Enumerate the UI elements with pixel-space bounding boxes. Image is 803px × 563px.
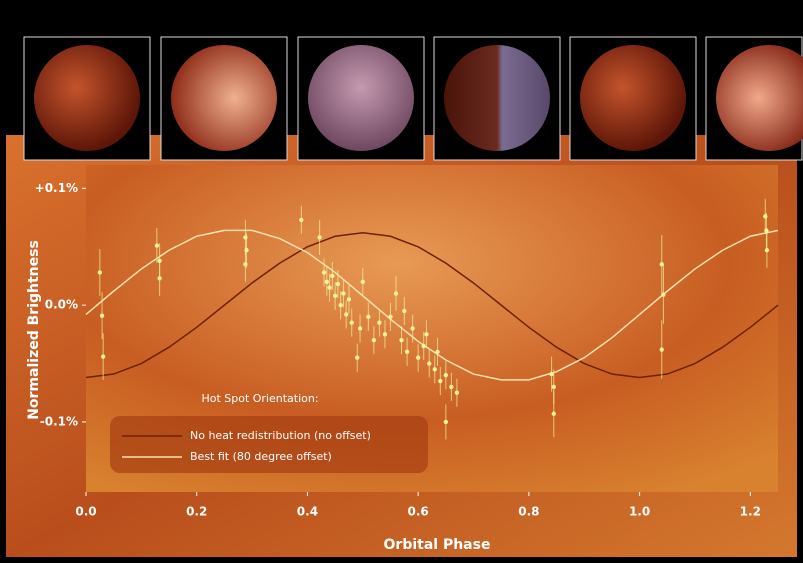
x-tick-label: 0.2 — [186, 505, 207, 519]
data-point — [424, 332, 428, 336]
data-point — [377, 320, 381, 324]
data-point — [344, 312, 348, 316]
data-point — [366, 315, 370, 319]
x-axis-label: Orbital Phase — [384, 537, 491, 553]
data-point — [549, 372, 553, 376]
x-tick-label: 0.0 — [75, 505, 96, 519]
x-tick-label: 0.4 — [297, 505, 318, 519]
data-point — [444, 373, 448, 377]
data-point — [338, 303, 342, 307]
data-point — [661, 292, 665, 296]
data-point — [243, 262, 247, 266]
data-point — [399, 338, 403, 342]
data-point — [388, 315, 392, 319]
data-point — [372, 338, 376, 342]
data-point — [347, 297, 351, 301]
data-point — [438, 379, 442, 383]
data-point — [325, 280, 329, 284]
data-point — [327, 285, 331, 289]
data-point — [100, 313, 104, 317]
data-point — [322, 270, 326, 274]
data-point — [410, 326, 414, 330]
data-point — [765, 248, 769, 252]
data-point — [764, 228, 768, 232]
legend-title: Hot Spot Orientation: — [201, 392, 318, 405]
x-tick-label: 1.0 — [629, 505, 650, 519]
data-point — [317, 235, 321, 239]
data-point — [333, 294, 337, 298]
y-axis-label: Normalized Brightness — [26, 240, 42, 420]
data-point — [383, 332, 387, 336]
data-point — [405, 350, 409, 354]
data-point — [552, 412, 556, 416]
data-point — [101, 354, 105, 358]
legend-box — [110, 416, 428, 473]
data-point — [355, 355, 359, 359]
data-point — [394, 291, 398, 295]
legend-label: No heat redistribution (no offset) — [190, 429, 371, 442]
data-point — [330, 274, 334, 278]
data-point — [455, 391, 459, 395]
data-point — [350, 320, 354, 324]
data-point — [336, 282, 340, 286]
data-point — [444, 420, 448, 424]
data-point — [660, 347, 664, 351]
data-point — [358, 326, 362, 330]
planet-thumbnails — [24, 37, 803, 160]
data-point — [427, 361, 431, 365]
data-point — [552, 385, 556, 389]
data-point — [433, 367, 437, 371]
x-tick-label: 1.2 — [740, 505, 761, 519]
y-tick-label: 0.0% — [45, 298, 78, 312]
data-point — [402, 309, 406, 313]
data-point — [361, 280, 365, 284]
y-tick-label: -0.1% — [40, 414, 78, 428]
data-point — [155, 243, 159, 247]
data-point — [299, 218, 303, 222]
legend-label: Best fit (80 degree offset) — [190, 450, 332, 463]
data-point — [449, 385, 453, 389]
data-point — [416, 355, 420, 359]
data-point — [157, 276, 161, 280]
data-point — [421, 344, 425, 348]
y-tick-label: +0.1% — [35, 181, 78, 195]
x-tick-label: 0.8 — [518, 505, 539, 519]
data-point — [341, 291, 345, 295]
data-point — [435, 350, 439, 354]
data-point — [98, 270, 102, 274]
chart: Orbital Phase Normalized Brightness Hot … — [0, 0, 803, 563]
x-tick-label: 0.6 — [408, 505, 429, 519]
